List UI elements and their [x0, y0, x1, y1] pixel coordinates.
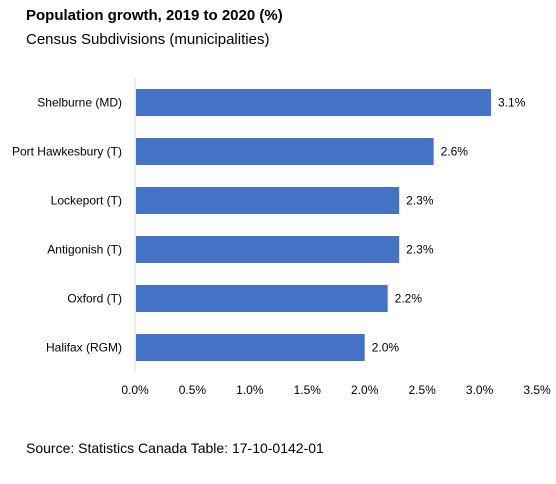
bar	[136, 187, 400, 214]
x-tick-label: 0.0%	[121, 383, 149, 397]
value-labels: 3.1% 2.6% 2.3% 2.3% 2.2% 2.0%	[372, 96, 526, 355]
x-tick-label: 2.0%	[351, 383, 379, 397]
data-label: 2.3%	[406, 194, 434, 208]
bar	[136, 89, 492, 116]
category-label: Antigonish (T)	[47, 243, 122, 257]
x-tick-label: 1.0%	[236, 383, 264, 397]
bar	[136, 236, 400, 263]
bar-chart: Shelburne (MD) Port Hawkesbury (T) Lockepo…	[12, 78, 551, 397]
bar	[136, 138, 434, 165]
category-label: Shelburne (MD)	[37, 96, 122, 110]
x-tick-label: 3.5%	[523, 383, 551, 397]
category-labels: Shelburne (MD) Port Hawkesbury (T) Lockepo…	[12, 96, 122, 355]
category-label: Halifax (RGM)	[46, 341, 122, 355]
source-note: Source: Statistics Canada Table: 17-10-0…	[26, 440, 324, 456]
category-label: Oxford (T)	[67, 292, 122, 306]
data-label: 2.0%	[372, 341, 400, 355]
data-label: 2.6%	[441, 145, 469, 159]
x-tick-label: 0.5%	[179, 383, 207, 397]
bars-layer	[136, 89, 492, 361]
data-label: 2.2%	[395, 292, 423, 306]
chart-subtitle: Census Subdivisions (municipalities)	[26, 31, 270, 48]
chart-title: Population growth, 2019 to 2020 (%)	[26, 7, 283, 24]
x-tick-labels: 0.0% 0.5% 1.0% 1.5% 2.0% 2.5% 3.0% 3.5%	[121, 383, 551, 397]
category-label: Lockeport (T)	[51, 194, 122, 208]
data-label: 3.1%	[498, 96, 526, 110]
category-label: Port Hawkesbury (T)	[12, 145, 122, 159]
bar	[136, 285, 388, 312]
data-label: 2.3%	[406, 243, 434, 257]
x-tick-label: 3.0%	[466, 383, 494, 397]
x-tick-label: 1.5%	[294, 383, 322, 397]
bar	[136, 334, 365, 361]
x-tick-label: 2.5%	[408, 383, 436, 397]
